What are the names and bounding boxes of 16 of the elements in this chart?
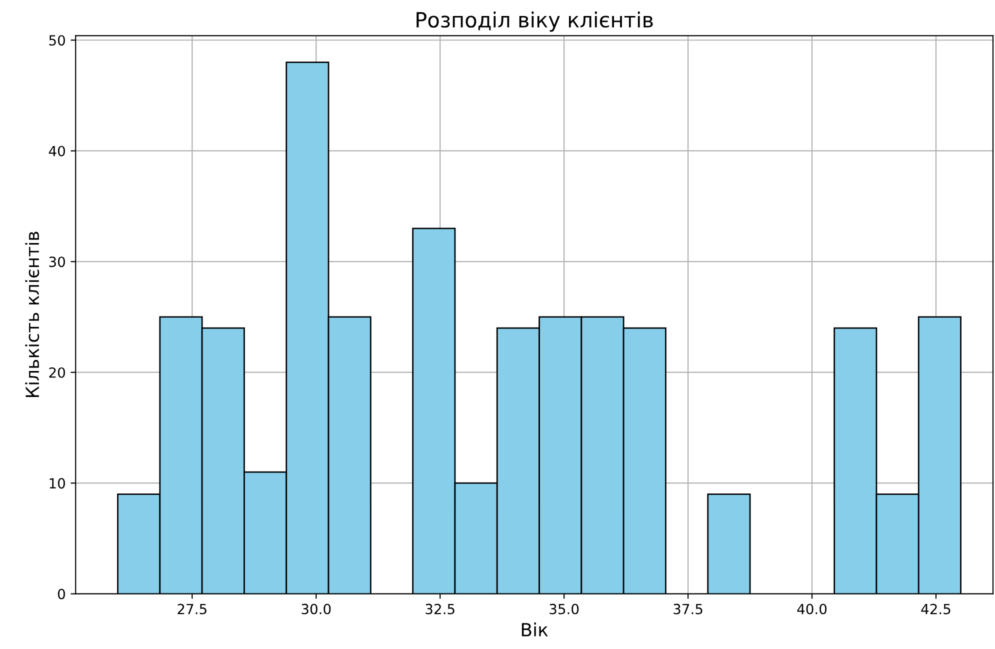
y-tick-label: 40: [48, 146, 65, 156]
x-tick-label: 40.0: [797, 604, 827, 614]
y-tick-label: 30: [49, 256, 65, 268]
y-tick-label: 10: [50, 478, 65, 489]
y-axis-title: Кількість клієнтів: [25, 232, 40, 398]
y-tick-label: 50: [49, 35, 65, 46]
x-tick-label: 30.0: [302, 604, 331, 614]
x-tick-label: 27.5: [178, 604, 206, 614]
x-tick-label: 42.5: [921, 604, 950, 614]
y-tick-label: 0: [58, 588, 65, 600]
x-axis-title: Вік: [522, 622, 548, 636]
x-tick-label: 35.0: [550, 604, 579, 614]
chart-title: Розподіл віку клієнтів: [416, 12, 653, 32]
y-tick-label: 20: [49, 367, 65, 378]
x-tick-label: 32.5: [426, 604, 454, 614]
x-tick-label: 37.5: [674, 604, 702, 614]
